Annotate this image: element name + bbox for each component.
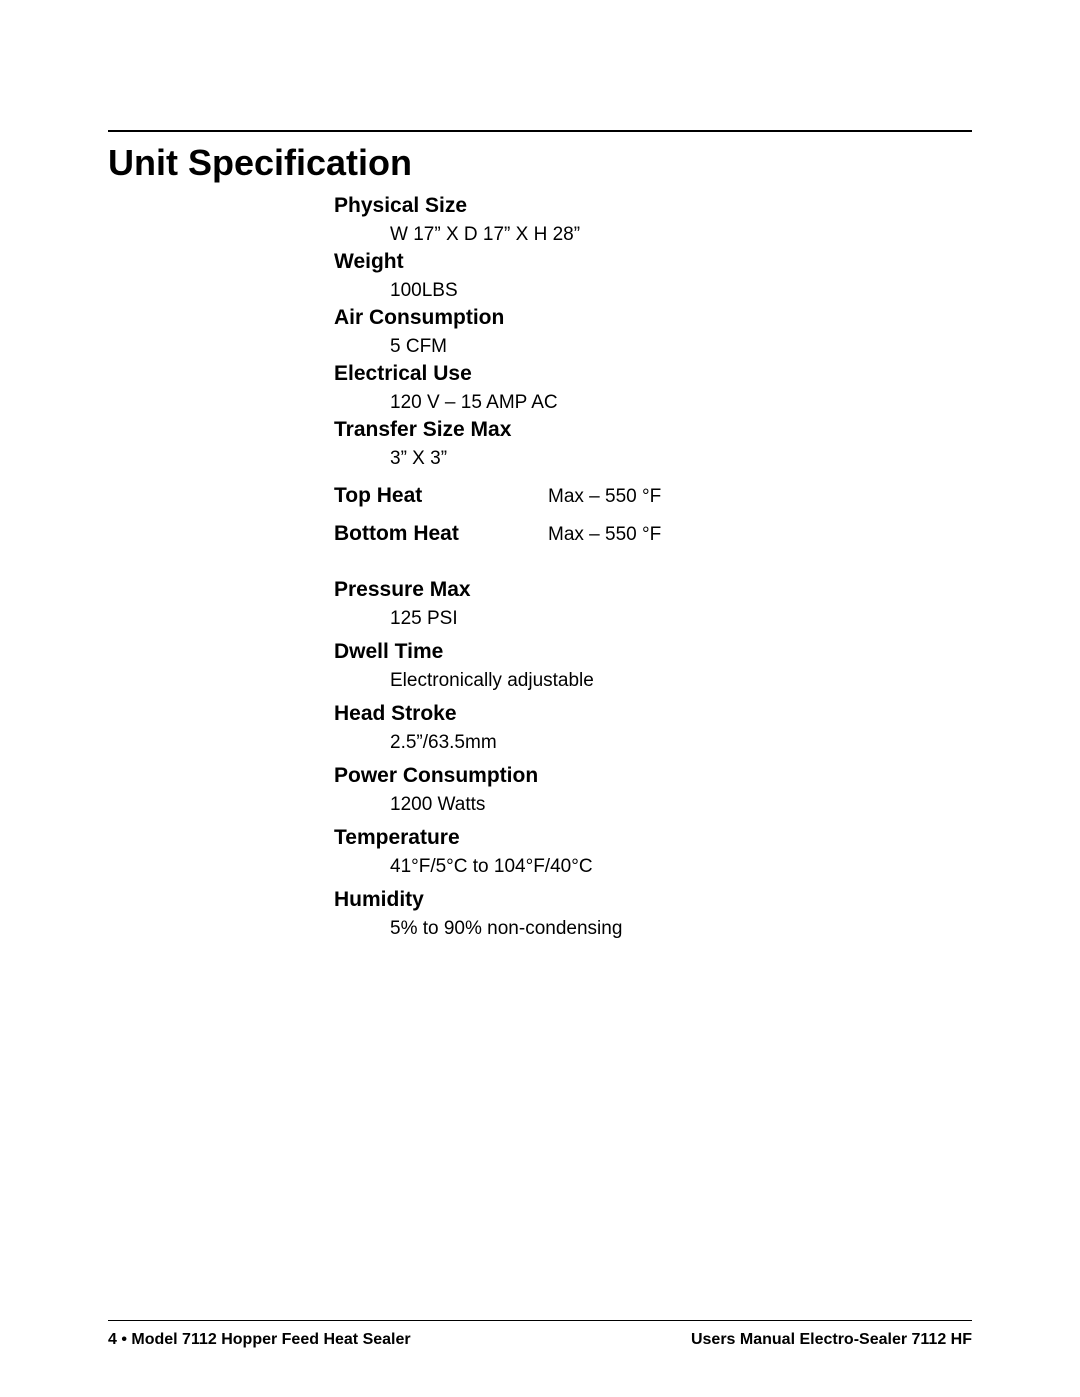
head-stroke-value: 2.5”/63.5mm [390,732,972,754]
temperature-value: 41°F/5°C to 104°F/40°C [390,856,972,878]
transfer-size-max-value: 3” X 3” [390,448,972,470]
air-consumption-label: Air Consumption [334,306,972,330]
weight-label: Weight [334,250,972,274]
dwell-time-label: Dwell Time [334,640,972,664]
weight-value: 100LBS [390,280,972,302]
spec-block: Physical Size W 17” X D 17” X H 28” Weig… [334,194,972,940]
humidity-value: 5% to 90% non-condensing [390,918,972,940]
power-consumption-label: Power Consumption [334,764,972,788]
humidity-label: Humidity [334,888,972,912]
physical-size-label: Physical Size [334,194,972,218]
page-content: Unit Specification Physical Size W 17” X… [108,130,972,1397]
bottom-heat-row: Bottom Heat Max – 550 °F [334,522,972,546]
section-gap [334,546,972,574]
top-heat-row: Top Heat Max – 550 °F [334,484,972,508]
head-stroke-label: Head Stroke [334,702,972,726]
pressure-max-label: Pressure Max [334,578,972,602]
dwell-time-value: Electronically adjustable [390,670,972,692]
top-heat-label: Top Heat [334,484,548,508]
bottom-heat-value: Max – 550 °F [548,524,661,546]
footer-left: 4 • Model 7112 Hopper Feed Heat Sealer [108,1331,411,1349]
temperature-label: Temperature [334,826,972,850]
footer-right: Users Manual Electro-Sealer 7112 HF [691,1331,972,1349]
physical-size-value: W 17” X D 17” X H 28” [390,224,972,246]
page-title: Unit Specification [108,142,972,184]
power-consumption-value: 1200 Watts [390,794,972,816]
electrical-use-label: Electrical Use [334,362,972,386]
top-heat-value: Max – 550 °F [548,486,661,508]
pressure-max-value: 125 PSI [390,608,972,630]
air-consumption-value: 5 CFM [390,336,972,358]
electrical-use-value: 120 V – 15 AMP AC [390,392,972,414]
footer-row: 4 • Model 7112 Hopper Feed Heat Sealer U… [108,1331,972,1349]
top-rule [108,130,972,132]
transfer-size-max-label: Transfer Size Max [334,418,972,442]
page-footer: 4 • Model 7112 Hopper Feed Heat Sealer U… [108,1320,972,1349]
bottom-heat-label: Bottom Heat [334,522,548,546]
bottom-rule [108,1320,972,1321]
